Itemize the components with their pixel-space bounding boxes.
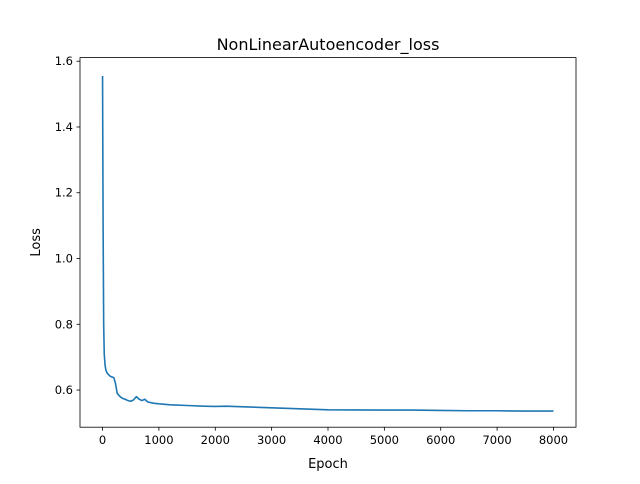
x-tick-label: 0	[99, 433, 106, 447]
y-tick-label: 1.0	[55, 252, 73, 266]
y-tick-label: 1.6	[55, 54, 73, 68]
y-axis-label: Loss	[29, 228, 44, 257]
y-axis-ticks: 0.6 0.8 1.0 1.2 1.4 1.6	[55, 54, 80, 397]
x-tick-label: 7000	[482, 433, 511, 447]
x-tick-label: 3000	[257, 433, 286, 447]
x-tick-label: 4000	[313, 433, 342, 447]
y-tick-label: 1.4	[55, 120, 73, 134]
plot-area	[80, 57, 576, 428]
x-tick-label: 2000	[201, 433, 230, 447]
y-tick-label: 0.8	[55, 317, 73, 331]
x-tick-label: 6000	[426, 433, 455, 447]
x-tick-label: 1000	[144, 433, 173, 447]
chart-title: NonLinearAutoencoder_loss	[217, 35, 440, 55]
x-tick-label: 5000	[370, 433, 399, 447]
series-layer	[101, 76, 554, 412]
x-axis-label: Epoch	[308, 457, 348, 472]
x-axis-ticks: 0 1000 2000 3000 4000 5000 6000 7000 8000	[99, 427, 568, 447]
series-line-0	[101, 76, 554, 412]
x-tick-label: 8000	[539, 433, 568, 447]
y-tick-label: 0.6	[55, 383, 73, 397]
y-tick-label: 1.2	[55, 186, 73, 200]
